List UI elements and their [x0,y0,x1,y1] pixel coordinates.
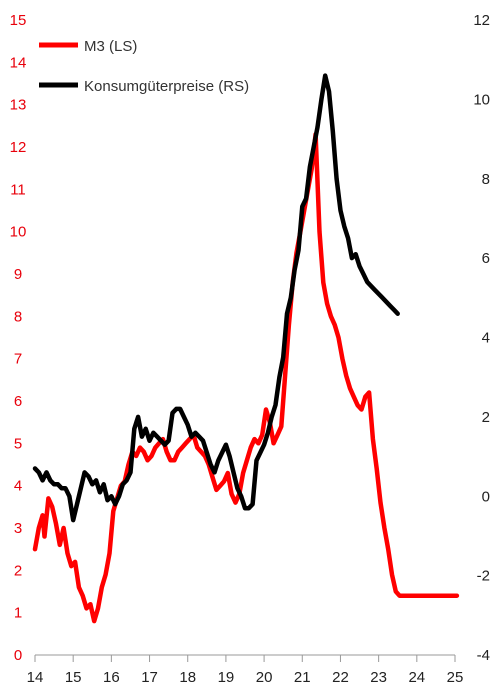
left-tick-label: 4 [14,478,22,495]
x-tick-label: 17 [141,669,158,686]
left-tick-label: 12 [10,139,27,156]
legend-item-consumer-prices: Konsumgüterpreise (RS) [39,78,249,95]
left-tick-label: 7 [14,351,22,368]
x-tick-label: 23 [370,669,387,686]
left-tick-label: 2 [14,562,22,579]
x-tick-label: 18 [179,669,196,686]
right-axis-ticks: -4 -2 0 2 4 6 8 10 12 [473,12,490,664]
right-tick-label: 10 [473,91,490,108]
series-lines [32,73,460,624]
left-tick-label: 6 [14,393,22,410]
left-tick-label: 13 [10,97,27,114]
x-tick-label: 19 [218,669,235,686]
left-tick-label: 15 [10,12,27,29]
x-tick-label: 21 [294,669,311,686]
x-tick-label: 24 [408,669,425,686]
legend-label-m3: M3 (LS) [84,38,137,55]
legend-label-consumer-prices: Konsumgüterpreise (RS) [84,78,249,95]
x-tick-label: 20 [256,669,273,686]
left-tick-label: 9 [14,266,22,283]
left-tick-label: 5 [14,435,22,452]
left-tick-label: 0 [14,647,22,664]
left-tick-label: 14 [10,54,27,71]
legend: M3 (LS) Konsumgüterpreise (RS) [39,38,249,95]
x-axis-ticks: 14 15 16 17 18 19 20 21 22 23 24 25 [27,655,464,686]
x-tick-label: 25 [447,669,464,686]
right-tick-label: 0 [482,488,490,505]
legend-item-m3: M3 (LS) [39,38,137,55]
x-tick-label: 15 [65,669,82,686]
series-line-consumer-prices [32,73,400,523]
right-tick-label: 4 [482,330,490,347]
right-tick-label: 8 [482,171,490,188]
left-tick-label: 1 [14,605,22,622]
x-tick-label: 16 [103,669,120,686]
left-tick-label: 3 [14,520,22,537]
right-tick-label: -2 [477,568,490,585]
right-tick-label: 12 [473,12,490,29]
x-tick-label: 14 [27,669,44,686]
x-tick-label: 22 [332,669,349,686]
left-tick-label: 11 [10,181,26,198]
series-line-m3 [32,132,460,624]
right-tick-label: 6 [482,250,490,267]
left-tick-label: 10 [10,224,27,241]
right-tick-label: -4 [477,647,490,664]
right-tick-label: 2 [482,409,490,426]
left-tick-label: 8 [14,308,22,325]
